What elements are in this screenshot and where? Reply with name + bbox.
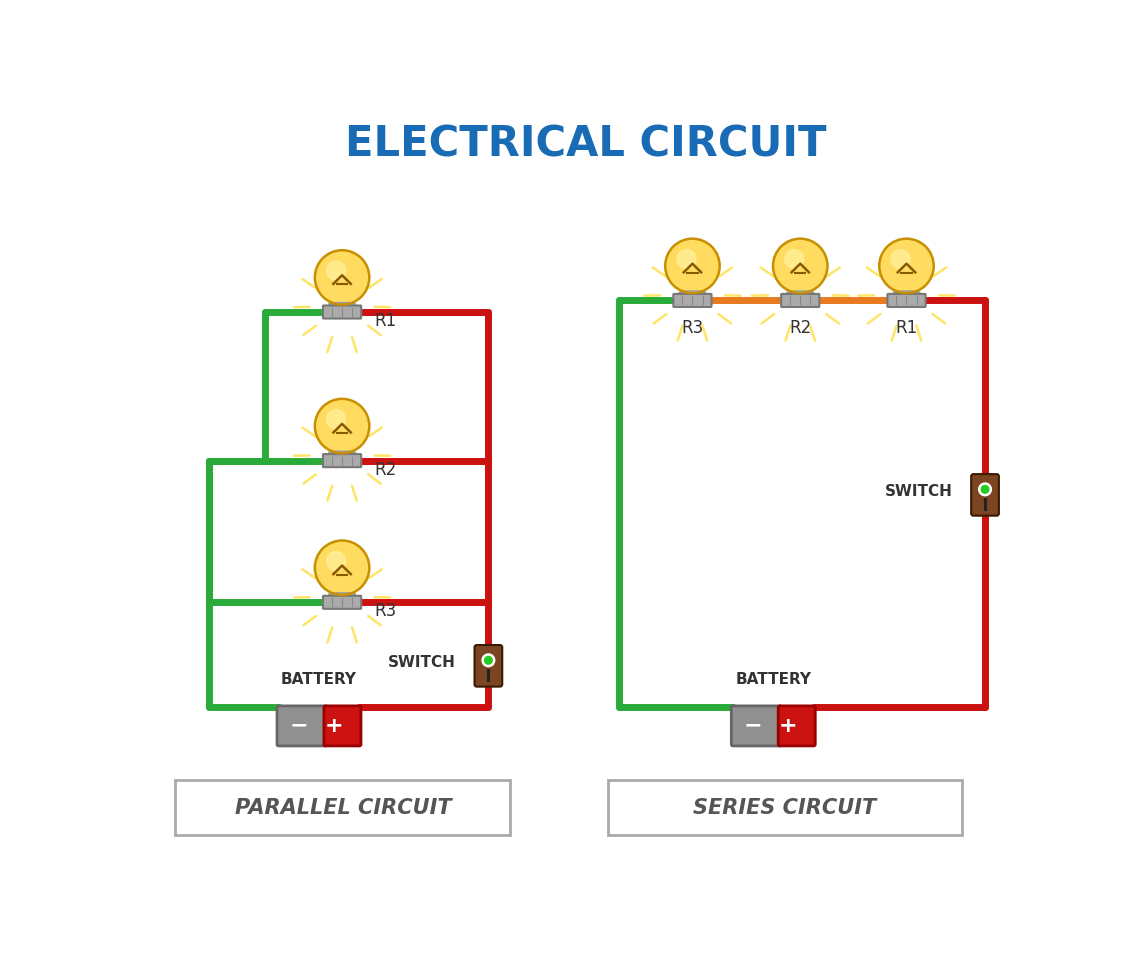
Circle shape	[879, 239, 934, 293]
Text: SWITCH: SWITCH	[885, 484, 953, 500]
Text: BATTERY: BATTERY	[735, 672, 812, 687]
Text: R2: R2	[789, 318, 812, 336]
FancyBboxPatch shape	[323, 706, 361, 746]
Text: −: −	[289, 716, 309, 736]
Text: ELECTRICAL CIRCUIT: ELECTRICAL CIRCUIT	[345, 123, 826, 166]
Circle shape	[314, 399, 369, 454]
Polygon shape	[328, 451, 355, 453]
Circle shape	[981, 485, 989, 493]
FancyBboxPatch shape	[474, 645, 502, 687]
FancyBboxPatch shape	[972, 474, 999, 515]
Circle shape	[978, 483, 991, 496]
Text: −: −	[744, 716, 762, 736]
FancyBboxPatch shape	[175, 780, 510, 835]
Text: R2: R2	[375, 461, 397, 478]
FancyBboxPatch shape	[732, 706, 782, 746]
FancyBboxPatch shape	[323, 454, 361, 467]
Text: R3: R3	[681, 318, 704, 336]
Text: SWITCH: SWITCH	[389, 656, 456, 670]
Polygon shape	[893, 291, 920, 293]
Text: BATTERY: BATTERY	[281, 672, 357, 687]
Circle shape	[785, 250, 804, 269]
Polygon shape	[328, 593, 355, 595]
Circle shape	[665, 239, 720, 293]
Polygon shape	[328, 303, 355, 304]
Text: PARALLEL CIRCUIT: PARALLEL CIRCUIT	[234, 798, 451, 817]
Text: SERIES CIRCUIT: SERIES CIRCUIT	[693, 798, 877, 817]
Polygon shape	[679, 291, 706, 293]
Circle shape	[327, 410, 345, 429]
Polygon shape	[786, 291, 814, 293]
Circle shape	[892, 250, 910, 269]
FancyBboxPatch shape	[781, 294, 820, 307]
Text: R1: R1	[375, 312, 397, 330]
Text: R1: R1	[895, 318, 918, 336]
Circle shape	[327, 552, 345, 570]
FancyBboxPatch shape	[323, 306, 361, 318]
Circle shape	[314, 541, 369, 595]
FancyBboxPatch shape	[673, 294, 712, 307]
FancyBboxPatch shape	[608, 780, 962, 835]
FancyBboxPatch shape	[277, 706, 327, 746]
Circle shape	[482, 654, 495, 666]
Circle shape	[773, 239, 828, 293]
Circle shape	[327, 261, 345, 280]
FancyBboxPatch shape	[323, 596, 361, 609]
Text: +: +	[778, 716, 797, 736]
Circle shape	[314, 250, 369, 305]
FancyBboxPatch shape	[778, 706, 815, 746]
FancyBboxPatch shape	[887, 294, 926, 307]
Circle shape	[485, 657, 493, 664]
Text: R3: R3	[375, 602, 397, 620]
Circle shape	[677, 250, 696, 269]
Text: +: +	[325, 716, 343, 736]
